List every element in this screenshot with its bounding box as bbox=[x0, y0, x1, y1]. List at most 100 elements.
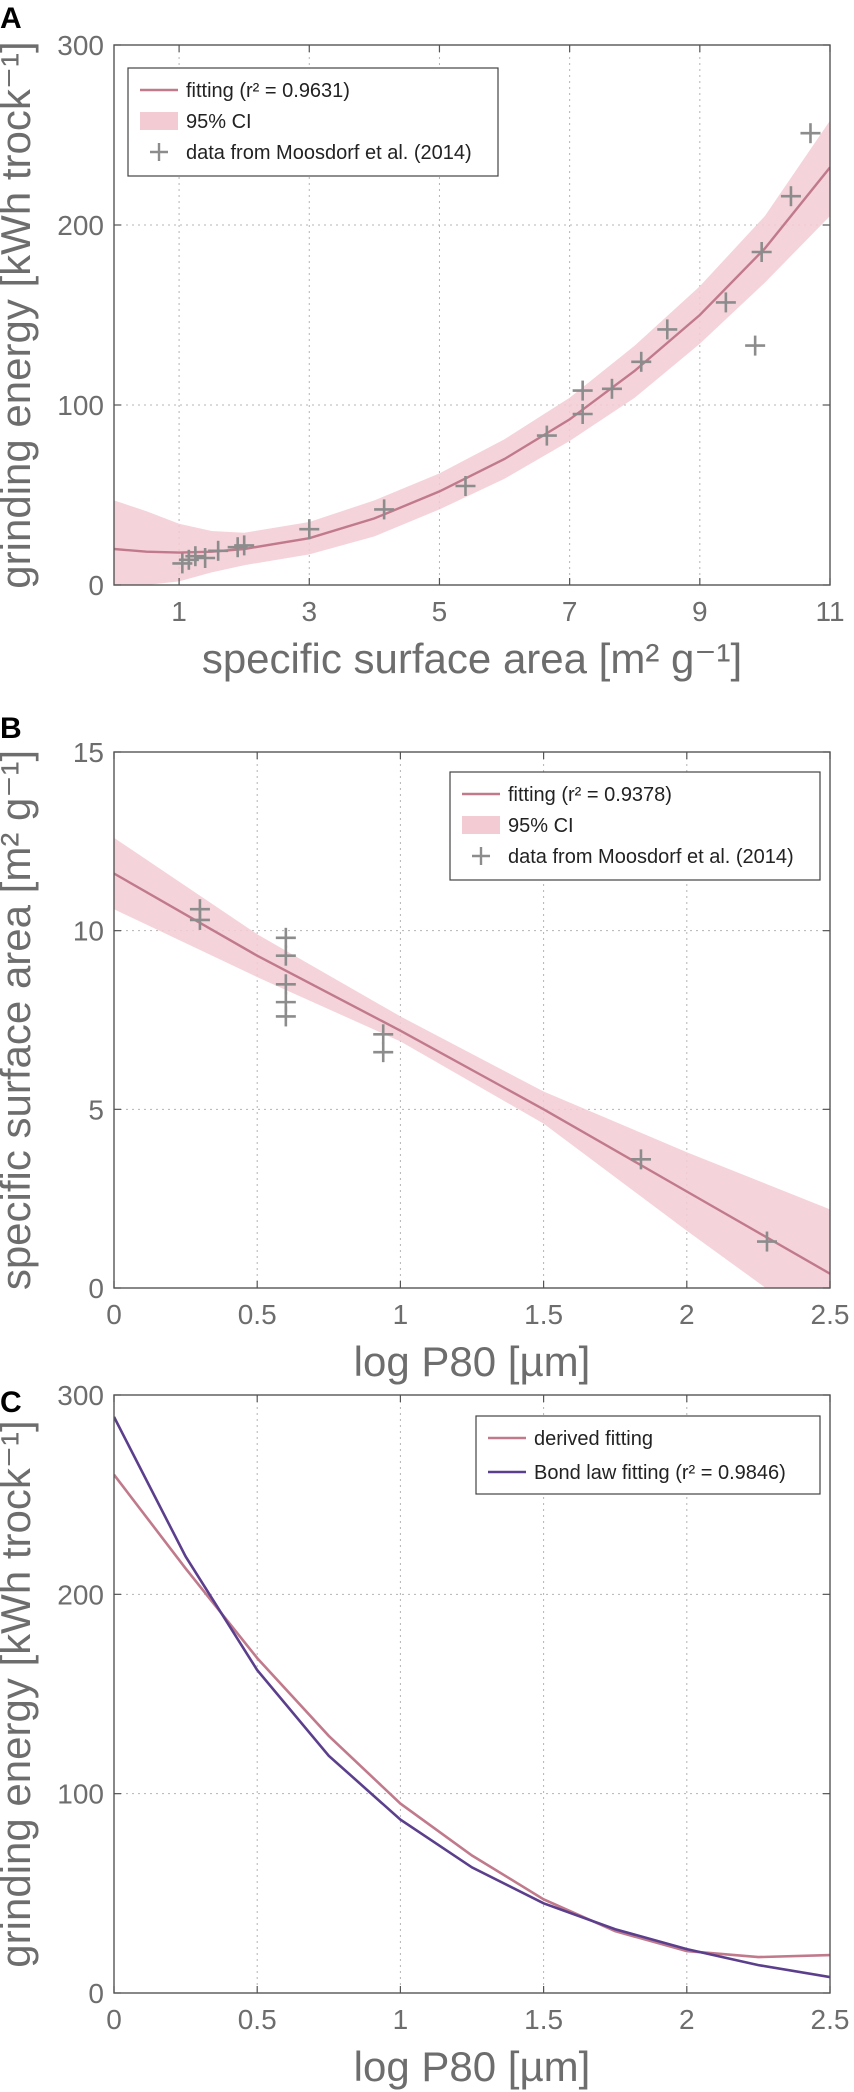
panel-c-plot-area: 0 0.5 1 1.5 2 2.5 0 100 200 300 log P80 [µm] grindi… bbox=[0, 1380, 849, 2090]
panel-a-plot-area: 1 3 5 7 9 11 0 100 200 300 specific surface area [… bbox=[0, 30, 845, 682]
panel-a-legend-item-1-label: 95% CI bbox=[186, 111, 252, 133]
panel-a-xtick-label-1: 3 bbox=[301, 596, 317, 627]
panel-b-xtick-label-3: 1.5 bbox=[524, 1299, 563, 1330]
panel-b-data-point-9 bbox=[630, 1149, 651, 1170]
panel-b-data-point-10 bbox=[756, 1231, 777, 1252]
panel-a-data-point-18 bbox=[751, 242, 772, 262]
panel-a-letter: A bbox=[0, 2, 22, 35]
panel-b-legend-item-1-swatch bbox=[462, 816, 500, 834]
panel-a-data-point-15 bbox=[657, 319, 678, 340]
panel-a-data-point-16 bbox=[715, 292, 736, 313]
panel-b-data-point-1 bbox=[189, 909, 210, 930]
panel-b-legend-item-0-label: fitting (r² = 0.9378) bbox=[508, 784, 672, 806]
panel-c-xtick-label-1: 0.5 bbox=[238, 2004, 277, 2035]
panel-b-xlabel: log P80 [µm] bbox=[354, 1338, 591, 1385]
panel-a-legend-item-0: fitting (r² = 0.9631) bbox=[140, 80, 350, 102]
panel-a-legend-item-1-swatch bbox=[140, 112, 178, 130]
panel-b-legend-item-0: fitting (r² = 0.9378) bbox=[462, 784, 672, 806]
panel-b-plot-area: 0 0.5 1 1.5 2 2.5 0 5 10 15 log P80 [µm] specific s… bbox=[0, 737, 849, 1385]
panel-c-series-line-1 bbox=[114, 1416, 830, 1979]
panel-b-ytick-label-1: 5 bbox=[88, 1094, 104, 1125]
panel-c-ytick-label-2: 200 bbox=[57, 1579, 104, 1610]
panel-a-data-point-17 bbox=[745, 335, 766, 356]
panel-a-data-point-3 bbox=[195, 548, 216, 568]
panel-b-xtick-label-2: 1 bbox=[393, 1299, 409, 1330]
panel-c-ytick-label-0: 0 bbox=[88, 1978, 104, 2009]
panel-b-data-point-7 bbox=[373, 1024, 394, 1045]
panel-b-data-point-2 bbox=[275, 927, 296, 948]
panel-c-background bbox=[114, 1395, 830, 1993]
panel-b-data-point-8 bbox=[373, 1042, 394, 1063]
panel-a-data-point-2 bbox=[185, 546, 206, 567]
panel-a-data-point-19 bbox=[780, 186, 801, 207]
panel-c-letter: C bbox=[0, 1386, 22, 1419]
panel-b-data-point-3 bbox=[275, 945, 296, 966]
panel-a-fit-line bbox=[114, 166, 830, 554]
panel-b-letter: B bbox=[0, 712, 22, 745]
panel-a-legend: fitting (r² = 0.9631) 95% CI data from Moo… bbox=[127, 67, 499, 177]
panel-a-xtick-label-3: 7 bbox=[562, 596, 578, 627]
panel-a-data-layer bbox=[114, 120, 830, 585]
panel-b: B 0 0.5 1 1.5 2 2.5 0 5 10 15 log P80 [µm] specific… bbox=[0, 712, 849, 1385]
panel-b-fit-line bbox=[114, 872, 830, 1275]
panel-c-ytick-label-1: 100 bbox=[57, 1779, 104, 1810]
panel-a-xtick-label-0: 1 bbox=[171, 596, 187, 627]
panel-b-ci-band bbox=[114, 837, 830, 1288]
panel-c-ylabel: grinding energy [kWh trock⁻¹] bbox=[0, 1420, 39, 1967]
panel-a-legend-item-2: data from Moosdorf et al. (2014) bbox=[150, 142, 472, 164]
panel-a-legend-item-0-label: fitting (r² = 0.9631) bbox=[186, 80, 350, 102]
panel-a-ytick-label-2: 200 bbox=[57, 210, 104, 241]
panel-a-data-point-4 bbox=[208, 540, 229, 561]
panel-b-legend-item-2: data from Moosdorf et al. (2014) bbox=[472, 846, 794, 868]
panel-a-ci-band bbox=[114, 120, 830, 585]
panel-a-legend-box bbox=[127, 67, 499, 177]
panel-a: A 1 3 5 7 9 11 0 100 200 300 specific surface area… bbox=[0, 2, 845, 682]
panel-c: C 0 0.5 1 1.5 2 2.5 0 100 200 300 log P80 [µm] grin… bbox=[0, 1380, 849, 2090]
panel-c-xtick-label-3: 1.5 bbox=[524, 2004, 563, 2035]
panel-c-legend-box bbox=[475, 1415, 821, 1495]
panel-b-legend-box bbox=[449, 771, 821, 881]
panel-c-legend-item-0-label: derived fitting bbox=[534, 1428, 653, 1450]
panel-b-xtick-label-0: 0 bbox=[106, 1299, 122, 1330]
panel-b-ytick-label-2: 10 bbox=[73, 916, 104, 947]
panel-a-xtick-label-4: 9 bbox=[692, 596, 708, 627]
panel-a-axis-box bbox=[113, 44, 831, 586]
panel-c-xtick-label-0: 0 bbox=[106, 2004, 122, 2035]
panel-b-xtick-label-4: 2 bbox=[679, 1299, 695, 1330]
panel-a-data-point-10 bbox=[536, 425, 557, 446]
panel-a-data-point-8 bbox=[374, 499, 395, 520]
panel-a-ytick-label-3: 300 bbox=[57, 30, 104, 61]
panel-c-series-line-0 bbox=[114, 1473, 830, 1959]
panel-b-data-layer bbox=[114, 837, 830, 1288]
panel-a-legend-item-1: 95% CI bbox=[140, 111, 252, 133]
panel-a-data-point-12 bbox=[572, 380, 593, 401]
panel-b-axis-box bbox=[113, 751, 831, 1289]
panel-a-xtick-label-2: 5 bbox=[432, 596, 448, 627]
panel-b-legend-item-2-label: data from Moosdorf et al. (2014) bbox=[508, 846, 794, 868]
panel-b-legend: fitting (r² = 0.9378) 95% CI data from Moo… bbox=[449, 771, 821, 881]
panel-c-xtick-label-4: 2 bbox=[679, 2004, 695, 2035]
panel-c-legend-item-0: derived fitting bbox=[488, 1428, 653, 1450]
panel-b-ylabel: specific surface area [m² g⁻¹] bbox=[0, 750, 39, 1290]
panel-c-ytick-label-3: 300 bbox=[57, 1380, 104, 1411]
panel-b-ytick-label-0: 0 bbox=[88, 1273, 104, 1304]
panel-a-data-point-13 bbox=[601, 378, 622, 399]
panel-a-data-point-7 bbox=[299, 519, 320, 540]
panel-a-data-point-20 bbox=[800, 123, 821, 144]
panel-b-legend-item-1: 95% CI bbox=[462, 815, 574, 837]
panel-b-xtick-label-5: 2.5 bbox=[811, 1299, 850, 1330]
panel-a-data-point-14 bbox=[631, 351, 652, 372]
panel-a-legend-item-2-label: data from Moosdorf et al. (2014) bbox=[186, 142, 472, 164]
panel-b-data-point-4 bbox=[275, 974, 296, 995]
panel-b-legend-item-1-label: 95% CI bbox=[508, 815, 574, 837]
panel-a-data-point-9 bbox=[455, 476, 476, 496]
panel-a-xlabel: specific surface area [m² g⁻¹] bbox=[202, 635, 742, 682]
panel-c-legend-item-1-label: Bond law fitting (r² = 0.9846) bbox=[534, 1462, 786, 1484]
panel-a-data-point-6 bbox=[234, 535, 255, 556]
panel-c-legend: derived fitting Bond law fitting (r² = 0.… bbox=[475, 1415, 821, 1495]
panel-c-xtick-label-5: 2.5 bbox=[811, 2004, 850, 2035]
panel-c-data-layer bbox=[114, 1416, 830, 1979]
panel-b-ytick-label-3: 15 bbox=[73, 737, 104, 768]
panel-c-xlabel: log P80 [µm] bbox=[354, 2043, 591, 2090]
